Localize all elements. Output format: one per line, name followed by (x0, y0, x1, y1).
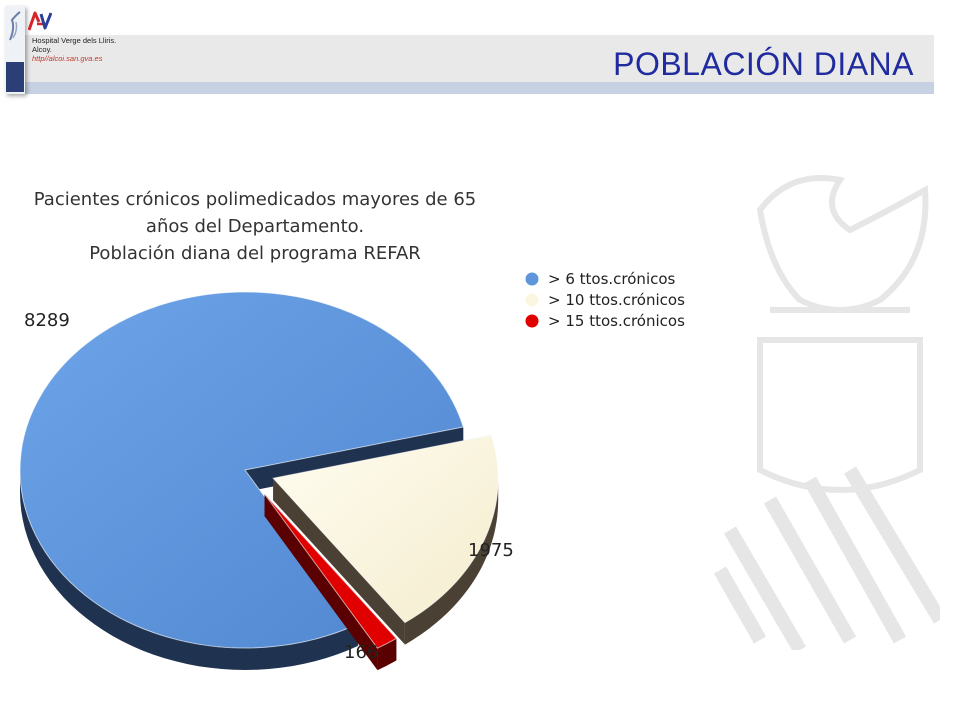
hospital-url[interactable]: http//alcoi.san.gva.es (32, 54, 103, 63)
value-label-2: 1975 (468, 540, 514, 561)
value-label-1: 8289 (24, 310, 70, 331)
chart-title-line-3: Población diana del programa REFAR (89, 243, 421, 264)
side-banner (5, 6, 25, 94)
chart-title-line-2: años del Departamento. (145, 216, 365, 237)
header-bar (24, 35, 934, 82)
pie-slice-top (272, 434, 499, 624)
hospital-info: Hospital Verge dels Lliris. Alcoy. http/… (32, 36, 116, 63)
hospital-name: Hospital Verge dels Lliris. (32, 36, 117, 45)
pie-slice-cut (273, 478, 405, 645)
coat-of-arms-watermark-icon (713, 175, 940, 650)
legend-label-3: > 15 ttos.crónicos (548, 312, 685, 330)
pie-slice-top (264, 493, 398, 649)
legend-marker-3 (525, 314, 539, 328)
hospital-city: Alcoy. (32, 45, 52, 54)
legend-label-1: > 6 ttos.crónicos (548, 270, 676, 288)
pie-slice-top (19, 291, 464, 649)
pie-slice-2 (272, 434, 499, 645)
chart-title-line-1: Pacientes crónicos polimedicados mayores… (33, 189, 477, 210)
header-underline (24, 82, 934, 94)
legend-label-2: > 10 ttos.crónicos (548, 291, 685, 309)
pie-slice-cut (264, 494, 378, 671)
legend-marker-1 (525, 272, 539, 286)
pie-slice-3 (264, 493, 398, 671)
page-title: POBLACIÓN DIANA (613, 46, 914, 82)
chart-title: Pacientes crónicos polimedicados mayores… (20, 186, 490, 267)
pie-slice-side (20, 470, 358, 670)
hospital-logo-icon (28, 11, 52, 31)
pie-slice-side (404, 478, 499, 645)
value-label-3: 166 (344, 642, 378, 663)
banner-block (6, 62, 24, 92)
banner-graphic-icon (9, 11, 21, 41)
legend-marker-2 (525, 293, 539, 307)
